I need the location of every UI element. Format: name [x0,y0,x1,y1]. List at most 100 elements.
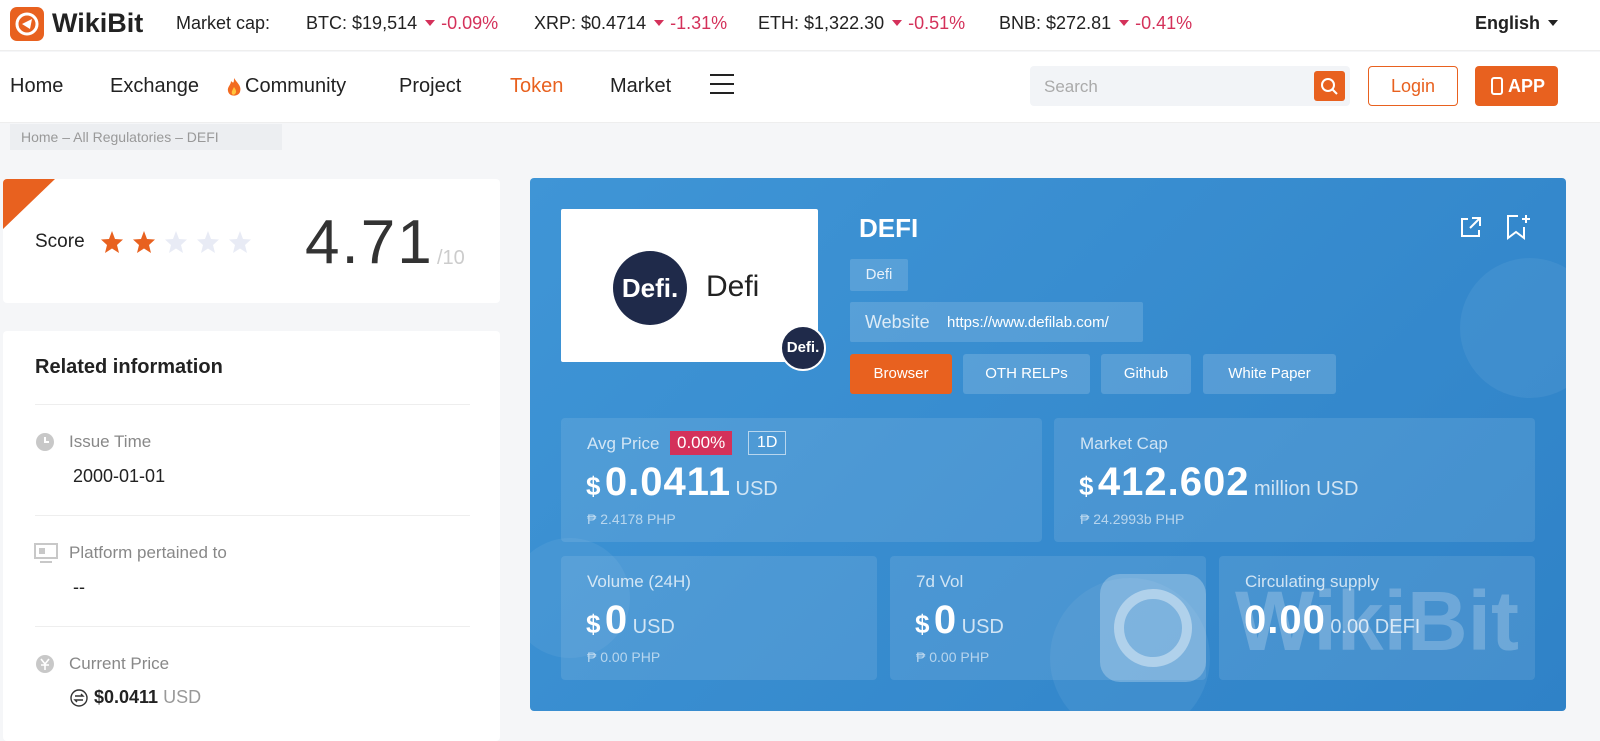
nav-item[interactable]: Market [610,75,672,97]
link-button[interactable]: OTH RELPs [963,354,1090,394]
ticker-change: -0.09% [441,13,499,33]
unit: USD [632,616,675,638]
stat-card [1219,556,1535,680]
platform-icon [34,543,58,563]
stat-card [890,556,1206,680]
current-price: $0.0411 USD [94,687,201,708]
stat-card [561,556,877,680]
ticker: ETH: $1,322.30 -0.51% [758,13,965,34]
login-button[interactable]: Login [1368,66,1458,106]
breadcrumb: Home – All Regulatories – DEFI [21,129,219,145]
breadcrumb-item[interactable]: Home [21,129,59,145]
section-title: Related information [35,356,223,378]
language[interactable]: English [1475,13,1541,33]
period-badge: 1D [748,431,787,455]
search-box[interactable] [1030,66,1350,106]
app-label[interactable]: APP [1508,76,1546,96]
menu-icon[interactable] [710,73,734,95]
stat-sub: ₱ 0.00 PHP [916,649,990,665]
unit: USD [961,616,1004,638]
ticker-price: $19,514 [352,13,418,33]
value: 0.0411 [604,460,732,504]
unit: USD [735,478,778,500]
stat-sub: ₱ 0.00 PHP [587,649,661,665]
price-icon [36,655,54,673]
ticker: BNB: $272.81 -0.41% [999,13,1192,34]
score-card [3,179,500,303]
panel-pattern [530,258,1566,711]
breadcrumb-bar [10,124,282,150]
ticker-change: -1.31% [670,13,728,33]
info-value: -- [73,577,85,597]
score-label: Score [35,231,85,252]
logo-badge: Defi. [780,325,826,371]
down-arrow [892,20,903,27]
app-button[interactable] [1475,66,1558,106]
stat-value: $ 0.0411 USD [586,460,778,505]
ticker-price: $272.81 [1046,13,1112,33]
divider [35,404,470,405]
value: 0 [604,598,629,642]
star-rating [101,231,251,253]
watermark: WikiBit [1235,574,1519,668]
info-value: 2000-01-01 [73,466,166,486]
ticker-price: $1,322.30 [804,13,885,33]
breadcrumb-item[interactable]: All Regulatories [73,129,172,145]
price-value: $0.0411 [94,687,159,707]
search-placeholder[interactable]: Search [1044,77,1098,96]
down-arrow [425,20,436,27]
website-link[interactable]: https://www.defilab.com/ [947,314,1109,331]
search-button[interactable] [1314,71,1345,101]
ticker-price: $0.4714 [581,13,647,33]
link-button[interactable]: White Paper [1203,354,1336,394]
logo-circle: Defi. [613,251,687,325]
ticker-name: BTC: [306,13,348,33]
token-name: DEFI [859,213,919,243]
divider [35,515,470,516]
stat-sub: ₱ 24.2993b PHP [1080,511,1185,527]
score-max: /10 [437,247,465,269]
stat-card [561,418,1042,542]
stat-label: 7d Vol [916,572,964,591]
currency: $ [586,471,601,501]
ribbon [3,179,55,229]
ticker-name: XRP: [534,13,577,33]
nav-item[interactable]: Exchange [110,75,199,97]
clock-icon [36,433,54,451]
nav-item[interactable]: Home [10,75,64,97]
language-select[interactable]: English [1475,13,1564,34]
stat-value: $ 0 USD [586,598,675,643]
stat-label: Market Cap [1080,434,1168,453]
share-icon[interactable] [1458,214,1484,240]
link-button[interactable]: Github [1101,354,1191,394]
down-arrow [1119,20,1130,27]
down-arrow [654,20,665,27]
info-label: Platform pertained to [69,543,227,562]
unit: 0.00 DEFI [1330,616,1421,638]
score-value: 4.71 [305,208,434,277]
value: 412.602 [1097,460,1250,504]
nav-item[interactable]: Project [399,75,462,97]
fire-icon [227,78,241,96]
info-label: Current Price [69,654,170,673]
stat-sub: ₱ 2.4178 PHP [587,511,676,527]
link-button[interactable]: Browser [850,354,952,394]
logo-text: Defi [706,270,760,303]
dropdown-arrow [1548,20,1559,27]
ticker: XRP: $0.4714 -1.31% [534,13,727,34]
related-card [3,331,500,741]
ticker: BTC: $19,514 -0.09% [306,13,498,34]
phone-icon [1491,77,1503,95]
website-row [850,302,1143,342]
stat-card [1054,418,1535,542]
nav-item[interactable]: Community [245,75,347,97]
logo-text[interactable]: WikiBit [52,8,144,38]
nav-item-active[interactable]: Token [510,75,564,97]
value: 0 [933,598,958,642]
top-bar [0,0,1600,51]
ticker-change: -0.41% [1135,13,1193,33]
logo-icon [10,7,44,41]
bookmark-icon[interactable] [1505,213,1531,241]
divider [35,626,470,627]
